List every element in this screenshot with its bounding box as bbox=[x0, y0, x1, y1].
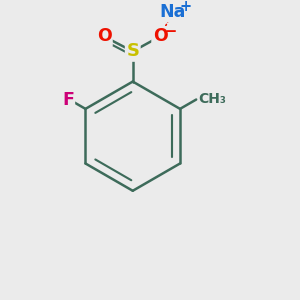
Text: +: + bbox=[180, 0, 192, 14]
Text: Na: Na bbox=[160, 3, 186, 21]
Text: S: S bbox=[126, 42, 139, 60]
Text: CH₃: CH₃ bbox=[199, 92, 226, 106]
Text: −: − bbox=[165, 24, 177, 39]
Text: F: F bbox=[62, 91, 74, 109]
Text: O: O bbox=[97, 27, 111, 45]
Text: O: O bbox=[153, 27, 167, 45]
